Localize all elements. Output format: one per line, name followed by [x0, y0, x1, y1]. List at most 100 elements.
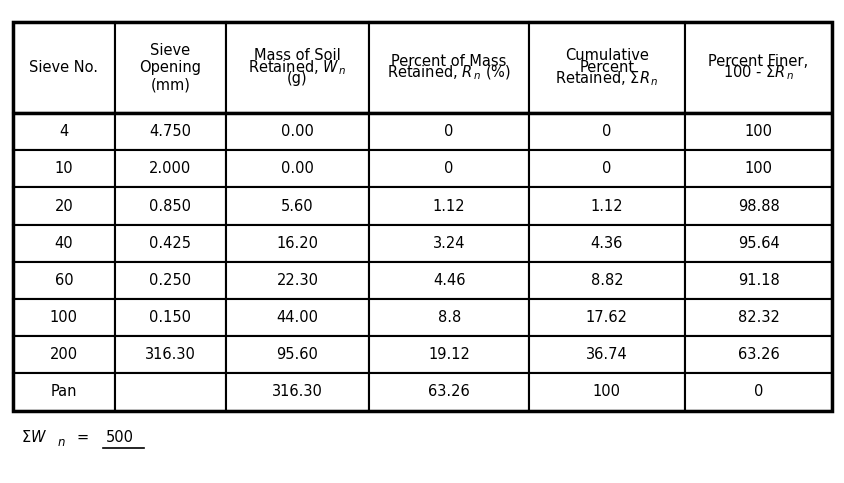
- Text: 0.00: 0.00: [281, 124, 314, 139]
- Bar: [528, 262, 684, 299]
- Text: 17.62: 17.62: [585, 310, 627, 325]
- Text: 100: 100: [744, 124, 771, 139]
- Bar: [684, 299, 831, 336]
- Text: Percent: Percent: [579, 60, 634, 75]
- Bar: [369, 299, 528, 336]
- Text: 100: 100: [744, 161, 771, 176]
- Text: Retained, $\mathit{R}_{\,n}$ (%): Retained, $\mathit{R}_{\,n}$ (%): [387, 64, 511, 82]
- Bar: [528, 373, 684, 411]
- Bar: [13, 22, 115, 113]
- Text: 0: 0: [753, 384, 762, 399]
- Text: Retained, $\mathit{W}_{\,n}$: Retained, $\mathit{W}_{\,n}$: [248, 58, 346, 77]
- Bar: [684, 262, 831, 299]
- Text: 0: 0: [444, 124, 453, 139]
- Text: (g): (g): [287, 71, 307, 86]
- Text: 4.36: 4.36: [590, 236, 622, 251]
- Bar: [684, 336, 831, 373]
- Bar: [13, 299, 115, 336]
- Text: 44.00: 44.00: [276, 310, 318, 325]
- Bar: [13, 336, 115, 373]
- Bar: [684, 113, 831, 150]
- Text: 0.250: 0.250: [149, 273, 192, 288]
- Text: 200: 200: [50, 347, 78, 362]
- Text: 2.000: 2.000: [149, 161, 192, 176]
- Text: 95.60: 95.60: [276, 347, 318, 362]
- Bar: [369, 262, 528, 299]
- Text: Percent of Mass: Percent of Mass: [391, 54, 506, 69]
- Bar: [13, 373, 115, 411]
- Text: 63.26: 63.26: [737, 347, 778, 362]
- Text: Mass of Soil: Mass of Soil: [254, 48, 340, 63]
- Bar: [225, 262, 369, 299]
- Text: 60: 60: [55, 273, 73, 288]
- Bar: [528, 187, 684, 225]
- Bar: [369, 113, 528, 150]
- Text: Sieve
Opening
(mm): Sieve Opening (mm): [139, 43, 201, 92]
- Text: 100: 100: [592, 384, 620, 399]
- Bar: [13, 113, 115, 150]
- Bar: [115, 336, 225, 373]
- Bar: [115, 225, 225, 262]
- Bar: [115, 373, 225, 411]
- Text: 16.20: 16.20: [276, 236, 318, 251]
- Bar: [528, 299, 684, 336]
- Bar: [528, 225, 684, 262]
- Text: 4: 4: [59, 124, 68, 139]
- Text: 0.425: 0.425: [149, 236, 192, 251]
- Bar: [528, 150, 684, 187]
- Text: 100 - $\Sigma\mathit{R}_{\,n}$: 100 - $\Sigma\mathit{R}_{\,n}$: [722, 64, 793, 83]
- Bar: [369, 22, 528, 113]
- Text: 0.150: 0.150: [149, 310, 192, 325]
- Text: 98.88: 98.88: [737, 199, 778, 213]
- Bar: [369, 373, 528, 411]
- Text: Pan: Pan: [51, 384, 77, 399]
- Text: $n$: $n$: [57, 437, 65, 449]
- Bar: [528, 22, 684, 113]
- Text: 4.750: 4.750: [149, 124, 192, 139]
- Text: 95.64: 95.64: [737, 236, 778, 251]
- Bar: [684, 150, 831, 187]
- Text: 1.12: 1.12: [590, 199, 623, 213]
- Bar: [684, 187, 831, 225]
- Text: 8.82: 8.82: [590, 273, 623, 288]
- Bar: [13, 225, 115, 262]
- Bar: [115, 113, 225, 150]
- Bar: [369, 187, 528, 225]
- Text: =: =: [76, 429, 88, 445]
- Text: 0.00: 0.00: [281, 161, 314, 176]
- Bar: [115, 299, 225, 336]
- Bar: [684, 225, 831, 262]
- Bar: [225, 373, 369, 411]
- Bar: [684, 22, 831, 113]
- Bar: [115, 187, 225, 225]
- Bar: [13, 22, 831, 411]
- Bar: [225, 150, 369, 187]
- Bar: [225, 113, 369, 150]
- Bar: [684, 373, 831, 411]
- Bar: [225, 187, 369, 225]
- Text: 0: 0: [602, 161, 611, 176]
- Text: Sieve No.: Sieve No.: [30, 60, 98, 75]
- Text: 4.46: 4.46: [432, 273, 465, 288]
- Bar: [528, 336, 684, 373]
- Bar: [13, 187, 115, 225]
- Text: 82.32: 82.32: [737, 310, 778, 325]
- Text: 40: 40: [55, 236, 73, 251]
- Text: 8.8: 8.8: [437, 310, 460, 325]
- Text: 1.12: 1.12: [432, 199, 465, 213]
- Bar: [115, 150, 225, 187]
- Bar: [225, 225, 369, 262]
- Bar: [225, 22, 369, 113]
- Text: 500: 500: [106, 429, 133, 445]
- Bar: [13, 150, 115, 187]
- Text: 22.30: 22.30: [276, 273, 318, 288]
- Bar: [369, 225, 528, 262]
- Text: 91.18: 91.18: [737, 273, 778, 288]
- Bar: [369, 150, 528, 187]
- Bar: [528, 113, 684, 150]
- Text: Percent Finer,: Percent Finer,: [707, 54, 808, 69]
- Text: 10: 10: [55, 161, 73, 176]
- Text: Retained, $\Sigma\mathit{R}_{\,n}$: Retained, $\Sigma\mathit{R}_{\,n}$: [555, 70, 658, 88]
- Text: 63.26: 63.26: [428, 384, 469, 399]
- Text: 316.30: 316.30: [145, 347, 196, 362]
